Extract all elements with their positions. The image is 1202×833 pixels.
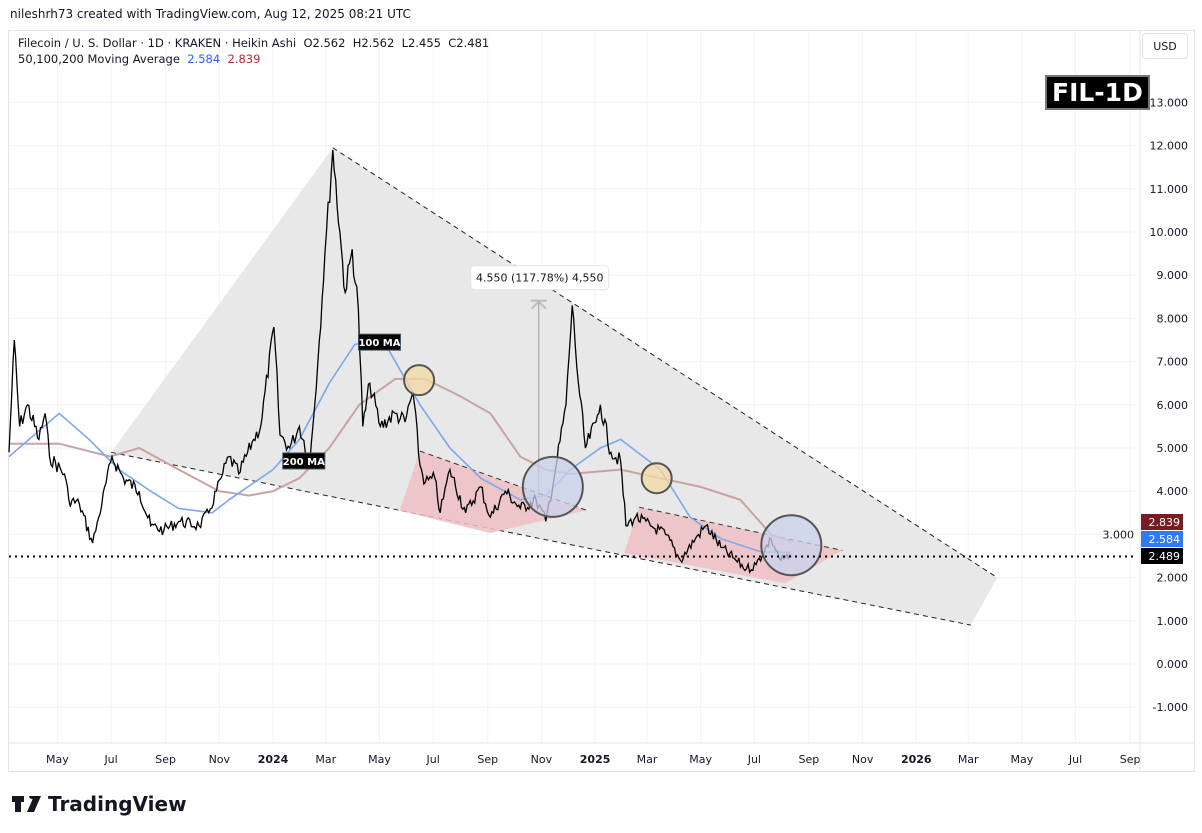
x-tick-label: 2024 xyxy=(258,753,289,766)
x-tick-label: Nov xyxy=(531,753,553,766)
y-tick-label: 3.000 xyxy=(1103,528,1135,541)
x-tick-label: Mar xyxy=(958,753,979,766)
x-tick-label: May xyxy=(1011,753,1034,766)
x-tick-label: 2026 xyxy=(901,753,932,766)
ma200-value: 2.839 xyxy=(227,52,261,66)
measure-label-box xyxy=(470,265,610,291)
ma-label[interactable]: 50,100,200 Moving Average xyxy=(18,52,180,66)
last-ma200-tag xyxy=(1141,514,1183,530)
y-tick-label: 1.000 xyxy=(1157,615,1189,628)
y-tick-label: 9.000 xyxy=(1157,269,1189,282)
ma-label-box xyxy=(357,333,401,351)
symbol-line: Filecoin / U. S. Dollar · 1D · KRAKEN · … xyxy=(18,36,297,50)
y-tick-label: 6.000 xyxy=(1157,399,1189,412)
y-tick-label: 0.000 xyxy=(1157,658,1189,671)
y-tick-label: -1.000 xyxy=(1153,701,1188,714)
wedge-fill xyxy=(111,147,998,626)
x-tick-label: Nov xyxy=(852,753,874,766)
last-ma100-tag xyxy=(1141,531,1183,547)
x-tick-label: Sep xyxy=(1120,753,1141,766)
ma100-value: 2.584 xyxy=(187,52,221,66)
yellow-highlight-circle xyxy=(403,364,436,397)
ohlc-values: O2.562 H2.562 L2.455 C2.481 xyxy=(303,36,490,50)
tradingview-logo[interactable]: TradingView xyxy=(12,792,187,816)
measure-label: 4.550 (117.78%) 4,550 xyxy=(476,272,604,285)
wedge-lower-trendline xyxy=(110,451,971,626)
last-price-value: 2.489 xyxy=(1149,550,1181,563)
y-tick-label: 8.000 xyxy=(1157,312,1189,325)
currency-button[interactable]: USD xyxy=(1142,33,1188,59)
x-tick-label: Mar xyxy=(315,753,336,766)
wedge-upper-trendline xyxy=(332,147,998,579)
x-tick-label: May xyxy=(689,753,712,766)
y-tick-label: 7.000 xyxy=(1157,356,1189,369)
ma-label-box xyxy=(282,452,326,470)
ticker-badge: FIL-1D xyxy=(1045,75,1150,110)
ma-label-ma200: 200 MA xyxy=(283,457,325,468)
y-tick-label: 10.000 xyxy=(1150,226,1189,239)
chart-frame xyxy=(8,30,1195,772)
x-tick-label: Sep xyxy=(155,753,176,766)
brand-name: TradingView xyxy=(48,792,187,816)
x-tick-label: Sep xyxy=(799,753,820,766)
x-tick-label: Sep xyxy=(477,753,498,766)
y-tick-label: 2.000 xyxy=(1157,572,1189,585)
x-tick-label: Jul xyxy=(103,753,117,766)
blue-highlight-circle xyxy=(521,455,584,518)
chart-legend: Filecoin / U. S. Dollar · 1D · KRAKEN · … xyxy=(18,35,489,67)
y-tick-label: 13.000 xyxy=(1150,96,1189,109)
y-tick-label: 12.000 xyxy=(1150,140,1189,153)
y-tick-label: 5.000 xyxy=(1157,442,1189,455)
y-tick-label: 11.000 xyxy=(1150,183,1189,196)
tradingview-logo-icon xyxy=(12,796,41,812)
last-ma200-value: 2.839 xyxy=(1149,516,1181,529)
y-tick-label: 4.000 xyxy=(1157,485,1189,498)
last-price-tag xyxy=(1141,548,1183,564)
price-line xyxy=(8,149,792,574)
x-tick-label: Jul xyxy=(426,753,440,766)
x-tick-label: Nov xyxy=(209,753,231,766)
chart-credit: nileshrh73 created with TradingView.com,… xyxy=(10,7,411,21)
blue-highlight-circle xyxy=(760,514,823,577)
x-tick-label: May xyxy=(368,753,391,766)
x-tick-label: 2025 xyxy=(580,753,611,766)
ma-label-ma100: 100 MA xyxy=(358,338,400,349)
x-tick-label: Jul xyxy=(1068,753,1082,766)
x-tick-label: Mar xyxy=(637,753,658,766)
last-ma100-value: 2.584 xyxy=(1149,533,1181,546)
x-tick-label: May xyxy=(46,753,69,766)
yellow-highlight-circle xyxy=(640,462,673,495)
x-tick-label: Jul xyxy=(747,753,761,766)
